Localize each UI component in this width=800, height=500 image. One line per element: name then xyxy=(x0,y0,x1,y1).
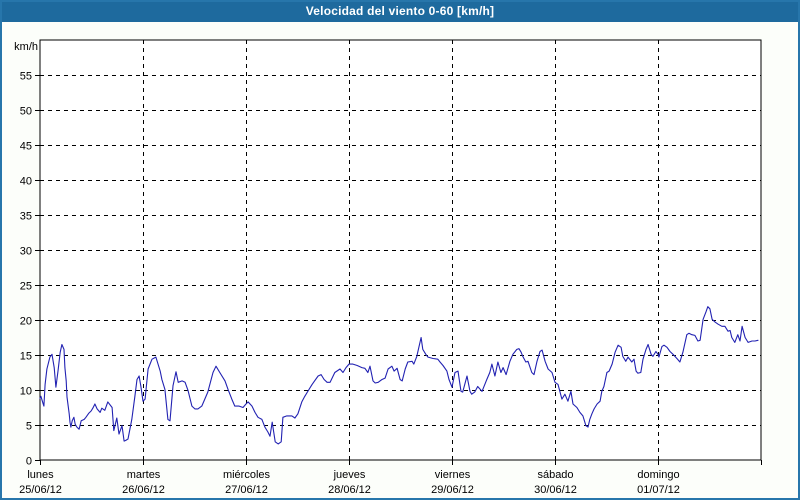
y-tick-label: 25 xyxy=(20,281,32,293)
y-tick-label: 15 xyxy=(20,351,32,363)
y-tick-label: 40 xyxy=(20,176,32,188)
x-day-label: martes xyxy=(127,469,161,481)
y-tick-label: 45 xyxy=(20,141,32,153)
x-day-label: domingo xyxy=(637,469,679,481)
y-axis-unit-label: km/h xyxy=(14,41,38,53)
y-tick-label: 0 xyxy=(26,456,32,468)
chart-title: Velocidad del viento 0-60 [km/h] xyxy=(305,4,495,18)
x-date-label: 26/06/12 xyxy=(122,484,165,496)
y-tick-label: 35 xyxy=(20,211,32,223)
y-tick-label: 55 xyxy=(20,71,32,83)
x-day-label: viernes xyxy=(435,469,471,481)
x-date-label: 25/06/12 xyxy=(19,484,62,496)
x-date-label: 29/06/12 xyxy=(431,484,474,496)
y-tick-label: 5 xyxy=(26,421,32,433)
wind-speed-line-chart: 0 5 10 15 20 25 30 35 40 45 50 55 km/h lunes 25/06/12 m… xyxy=(14,39,762,496)
y-tick-label: 50 xyxy=(20,106,32,118)
x-date-label: 27/06/12 xyxy=(225,484,268,496)
y-tick-label: 20 xyxy=(20,316,32,328)
y-tick-label: 10 xyxy=(20,386,32,398)
x-date-label: 30/06/12 xyxy=(534,484,577,496)
x-date-label: 01/07/12 xyxy=(637,484,680,496)
y-tick-label: 30 xyxy=(20,246,32,258)
x-day-label: miércoles xyxy=(223,469,271,481)
x-day-label: sábado xyxy=(537,469,573,481)
wind-speed-series-line xyxy=(39,306,759,445)
x-day-label: lunes xyxy=(27,469,54,481)
x-date-label: 28/06/12 xyxy=(328,484,371,496)
x-day-label: jueves xyxy=(333,469,366,481)
title-bar: Velocidad del viento 0-60 [km/h] xyxy=(0,0,800,22)
